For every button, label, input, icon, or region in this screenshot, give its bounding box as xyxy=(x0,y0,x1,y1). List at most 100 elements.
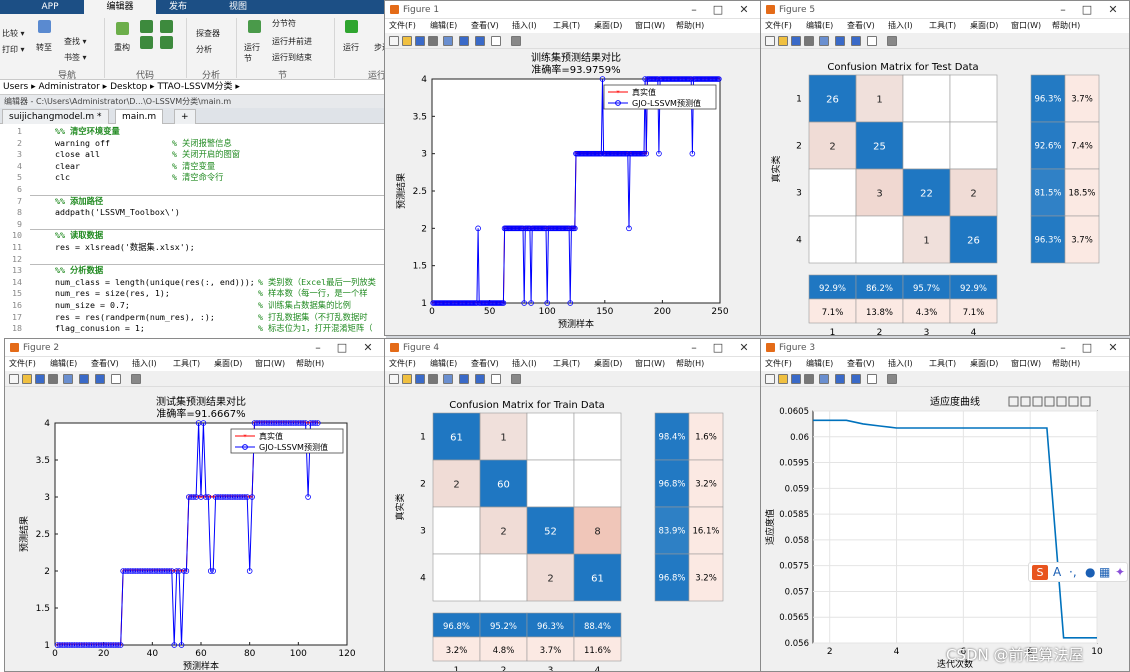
figure-menu-item[interactable]: 桌面(D) xyxy=(594,21,623,30)
figure-menu-item[interactable]: 查看(V) xyxy=(471,21,499,30)
breadcrumb-item[interactable]: TTAO-LSSVM分类 xyxy=(157,82,233,92)
run-to-end-button[interactable]: 运行到结束 xyxy=(272,53,312,62)
figure-menu-item[interactable]: 窗口(W) xyxy=(1011,21,1042,30)
figure-menu-item[interactable]: 工具(T) xyxy=(553,359,581,368)
pointer-icon[interactable] xyxy=(111,374,121,384)
open-icon[interactable] xyxy=(778,36,788,46)
open-icon[interactable] xyxy=(22,374,32,384)
figure-menu-item[interactable]: 查看(V) xyxy=(471,359,499,368)
figure-menu-item[interactable]: 桌面(D) xyxy=(970,21,999,30)
indent-icon[interactable] xyxy=(140,36,153,49)
link-icon[interactable] xyxy=(443,36,453,46)
code-line[interactable]: 12 xyxy=(0,254,386,265)
property-icon[interactable] xyxy=(511,374,521,384)
minimize-button[interactable]: – xyxy=(1060,341,1066,354)
print-icon[interactable] xyxy=(428,374,438,384)
bookmark-button[interactable]: 书签 ▾ xyxy=(64,53,87,62)
figure-menu-item[interactable]: 帮助(H) xyxy=(676,359,705,368)
microphone-icon[interactable]: ● xyxy=(1085,565,1096,579)
code-line[interactable]: 3 close all % 关闭开启的图窗 xyxy=(0,149,386,160)
legend-icon[interactable] xyxy=(475,36,485,46)
code-line[interactable]: 7 %% 添加路径 xyxy=(0,196,386,207)
pointer-icon[interactable] xyxy=(491,374,501,384)
colorbar-icon[interactable] xyxy=(835,36,845,46)
figure-menu-item[interactable]: 工具(T) xyxy=(173,359,201,368)
figure-menu-item[interactable]: 窗口(W) xyxy=(255,359,286,368)
code-line[interactable]: 2 warning off % 关闭报警信息 xyxy=(0,138,386,149)
figure-menu-item[interactable]: 工具(T) xyxy=(553,21,581,30)
close-button[interactable]: ✕ xyxy=(1108,341,1118,354)
legend-icon[interactable] xyxy=(475,374,485,384)
minimize-button[interactable]: – xyxy=(691,341,697,354)
code-line[interactable]: 10 %% 读取数据 xyxy=(0,230,386,241)
compare-button[interactable]: 比较 ▾ xyxy=(2,29,25,38)
figure4-plot[interactable]: Confusion Matrix for Train Data 61 1 1 2 60 2 2… xyxy=(385,387,761,672)
minimize-button[interactable]: – xyxy=(1060,3,1066,16)
figure-menu-item[interactable]: 桌面(D) xyxy=(214,359,243,368)
property-icon[interactable] xyxy=(887,36,897,46)
figure-menu-item[interactable]: 窗口(W) xyxy=(635,21,666,30)
tab-publish[interactable]: 发布 xyxy=(168,2,187,12)
breadcrumb-item[interactable]: Administrator xyxy=(38,82,100,92)
open-icon[interactable] xyxy=(778,374,788,384)
close-button[interactable]: ✕ xyxy=(363,341,373,354)
figure-menu-item[interactable]: 编辑(E) xyxy=(430,21,458,30)
figure-menu-item[interactable]: 帮助(H) xyxy=(1052,359,1081,368)
maximize-button[interactable]: □ xyxy=(712,3,724,16)
code-line[interactable]: 11 res = xlsread('数据集.xlsx'); xyxy=(0,242,386,253)
save-icon[interactable] xyxy=(415,36,425,46)
figure-menu-item[interactable]: 帮助(H) xyxy=(296,359,325,368)
code-line[interactable]: 15 num_res = size(res, 1); % 样本数（每一行，是一个样 xyxy=(0,288,386,299)
close-button[interactable]: ✕ xyxy=(739,3,749,16)
code-line[interactable]: 6 xyxy=(0,184,386,195)
new-tab-button[interactable]: + xyxy=(174,109,196,124)
figure-menu-item[interactable]: 文件(F) xyxy=(389,359,416,368)
figure-menu-item[interactable]: 编辑(E) xyxy=(806,359,834,368)
legend-icon[interactable] xyxy=(851,36,861,46)
breadcrumb-item[interactable]: Desktop xyxy=(110,82,148,92)
code-line[interactable]: 13 %% 分析数据 xyxy=(0,265,386,276)
code-line[interactable]: 8 addpath('LSSVM_Toolbox\') xyxy=(0,207,386,218)
code-editor[interactable]: 1 %% 清空环境变量 2 warning off % 关闭报警信息 3 close all… xyxy=(0,124,386,338)
figure-menu-item[interactable]: 插入(I) xyxy=(512,21,537,30)
breadcrumb-item[interactable]: Users xyxy=(3,82,29,92)
maximize-button[interactable]: □ xyxy=(712,341,724,354)
goto-button[interactable]: 转至 xyxy=(36,43,52,52)
file-tab-suijichangmodel[interactable]: suijichangmodel.m * xyxy=(2,109,109,124)
code-line[interactable]: 17 res = res(randperm(num_res), :); % 打乱数据… xyxy=(0,312,386,323)
minimize-button[interactable]: – xyxy=(691,3,697,16)
maximize-button[interactable]: □ xyxy=(336,341,348,354)
comment-icon[interactable] xyxy=(160,20,173,33)
colorbar-icon[interactable] xyxy=(459,36,469,46)
print-icon[interactable] xyxy=(804,36,814,46)
figure-menu-item[interactable]: 文件(F) xyxy=(9,359,36,368)
tab-view[interactable]: 视图 xyxy=(228,2,247,12)
pointer-icon[interactable] xyxy=(867,36,877,46)
maximize-button[interactable]: □ xyxy=(1081,341,1093,354)
code-line[interactable]: 9 xyxy=(0,219,386,230)
property-icon[interactable] xyxy=(887,374,897,384)
ime-toolbar[interactable]: S A ·, ● ▦ ✦ xyxy=(1028,562,1128,582)
print-icon[interactable] xyxy=(48,374,58,384)
maximize-button[interactable]: □ xyxy=(1081,3,1093,16)
wrap-icon[interactable] xyxy=(160,36,173,49)
legend-icon[interactable] xyxy=(95,374,105,384)
figure3-plot[interactable]: 适应度曲线 2 4 6 8 10 0.056 0.0565 0.057 0.0575 0.058 0.… xyxy=(761,387,1130,672)
figure5-plot[interactable]: Confusion Matrix for Test Data 26 1 1 2 25 2 3 2… xyxy=(761,49,1130,336)
figure-menu-item[interactable]: 帮助(H) xyxy=(676,21,705,30)
new-figure-icon[interactable] xyxy=(765,374,775,384)
new-figure-icon[interactable] xyxy=(765,36,775,46)
save-icon[interactable] xyxy=(415,374,425,384)
tab-app[interactable]: APP xyxy=(41,2,59,12)
analyze-button[interactable]: 分析 xyxy=(196,45,212,54)
find-button[interactable]: 查找 ▾ xyxy=(64,37,87,46)
link-icon[interactable] xyxy=(819,36,829,46)
legend-icon[interactable] xyxy=(851,374,861,384)
new-figure-icon[interactable] xyxy=(389,36,399,46)
code-line[interactable]: 16 num_size = 0.7; % 训练集占数据集的比例 xyxy=(0,300,386,311)
colorbar-icon[interactable] xyxy=(79,374,89,384)
figure-menu-item[interactable]: 编辑(E) xyxy=(806,21,834,30)
figure-menu-item[interactable]: 文件(F) xyxy=(765,21,792,30)
sogou-icon[interactable]: S xyxy=(1032,565,1048,580)
